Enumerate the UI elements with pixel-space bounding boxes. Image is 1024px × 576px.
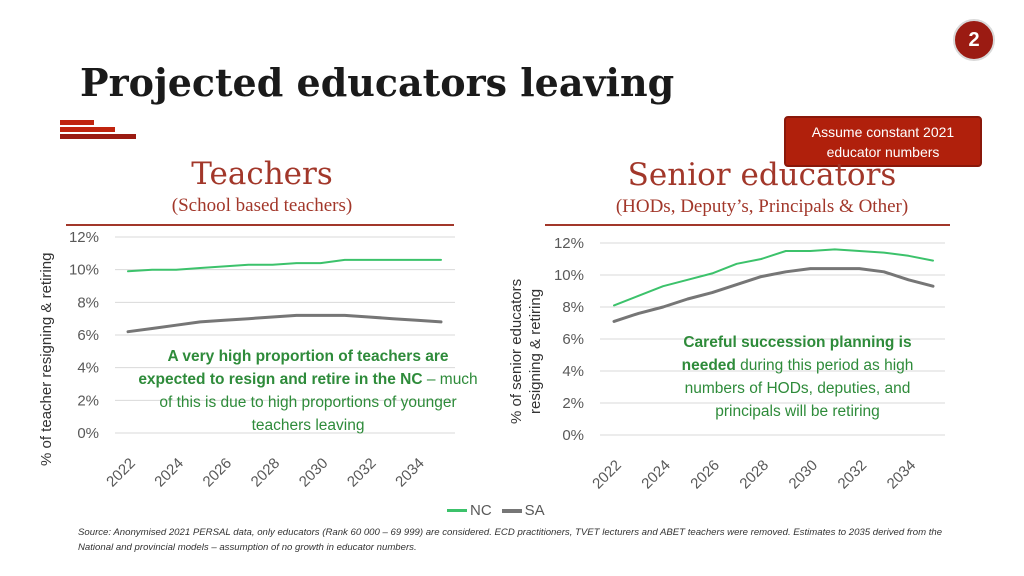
left-chart-note: A very high proportion of teachers are e… xyxy=(138,345,478,437)
right-x-tick-label: 2030 xyxy=(786,457,822,493)
right-chart-note: Careful succession planning is needed du… xyxy=(655,331,940,423)
left-x-tick-label: 2032 xyxy=(344,455,380,491)
left-x-tick-label: 2028 xyxy=(248,455,284,491)
right-x-tick-label: 2024 xyxy=(638,457,674,493)
bar-2 xyxy=(60,127,115,132)
right-y-tick-label: 4% xyxy=(562,363,584,380)
bar-3 xyxy=(60,134,136,139)
left-y-tick-label: 12% xyxy=(69,229,99,246)
right-note-text: during this period as high numbers of HO… xyxy=(684,357,914,420)
left-x-tick-label: 2024 xyxy=(151,455,187,491)
callout-line-1: Assume constant 2021 xyxy=(811,124,955,140)
left-y-tick-label: 0% xyxy=(77,425,99,442)
chart-legend: NC SA xyxy=(447,502,545,519)
decorative-bars xyxy=(60,120,136,141)
legend-nc-swatch xyxy=(447,509,467,512)
left-y-tick-label: 6% xyxy=(77,327,99,344)
right-chart-title: Senior educators xyxy=(627,157,897,193)
page-number-badge: 2 xyxy=(953,19,995,61)
right-y-tick-label: 12% xyxy=(554,235,584,252)
left-x-tick-label: 2026 xyxy=(200,455,236,491)
left-chart-subtitle: (School based teachers) xyxy=(171,195,353,216)
right-x-tick-label: 2032 xyxy=(835,457,871,493)
left-series-sa-line xyxy=(126,313,443,334)
left-note-text: – much of this is due to high proportion… xyxy=(159,371,478,434)
left-y-tick-label: 8% xyxy=(77,294,99,311)
legend-sa-label: SA xyxy=(524,502,545,519)
left-x-tick-label: 2030 xyxy=(296,455,332,491)
bar-1 xyxy=(60,120,94,125)
right-x-tick-label: 2028 xyxy=(736,457,772,493)
right-title-rule xyxy=(545,224,950,226)
left-x-tick-label: 2022 xyxy=(103,455,139,491)
left-x-tick-label: 2034 xyxy=(392,455,428,491)
right-chart-subtitle: (HODs, Deputy’s, Principals & Other) xyxy=(615,196,909,217)
right-x-tick-label: 2034 xyxy=(884,457,920,493)
right-y-tick-label: 6% xyxy=(562,331,584,348)
right-series-sa-line xyxy=(612,267,935,323)
right-y-tick-label: 2% xyxy=(562,395,584,412)
assumption-callout: Assume constant 2021 educator numbers xyxy=(784,116,982,167)
left-series-nc-line xyxy=(127,258,442,273)
left-title-rule xyxy=(66,224,454,226)
right-y-tick-label: 8% xyxy=(562,299,584,316)
right-series-nc-line xyxy=(613,248,934,307)
left-y-tick-label: 2% xyxy=(77,392,99,409)
source-footnote: Source: Anonymised 2021 PERSAL data, onl… xyxy=(78,527,943,553)
left-note-emphasis: A very high proportion of teachers are e… xyxy=(138,348,449,388)
callout-line-2: educator numbers xyxy=(826,144,940,160)
right-x-tick-label: 2026 xyxy=(687,457,723,493)
legend-nc-label: NC xyxy=(470,502,492,519)
right-note-emphasis: Careful succession planning is needed xyxy=(681,334,912,374)
left-y-tick-label: 4% xyxy=(77,360,99,377)
right-y-tick-label: 0% xyxy=(562,427,584,444)
legend-sa-swatch xyxy=(501,508,522,513)
left-y-tick-label: 10% xyxy=(69,262,99,279)
right-x-tick-label: 2022 xyxy=(589,457,625,493)
left-chart-title: Teachers xyxy=(191,156,333,192)
right-y-tick-label: 10% xyxy=(554,267,584,284)
page-title: Projected educators leaving xyxy=(80,60,675,105)
